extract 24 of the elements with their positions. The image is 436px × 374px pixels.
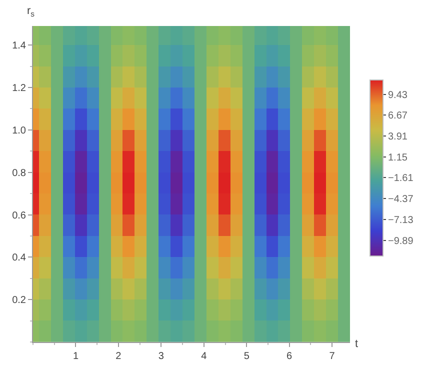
y-tick-label: 0.6 — [12, 210, 26, 222]
y-tick-label: 1.2 — [12, 83, 26, 94]
x-tick-label: 5 — [244, 351, 250, 362]
x-axis-title: t — [355, 338, 358, 350]
x-tick-label: 3 — [158, 351, 164, 362]
x-tick-label: 6 — [286, 351, 293, 362]
x-tick-label: 2 — [116, 351, 122, 362]
color-bar-label: −9.89 — [388, 236, 414, 247]
x-tick-label: 7 — [329, 351, 336, 362]
y-tick-label: 0.2 — [12, 295, 26, 306]
x-tick-label: 1 — [72, 351, 79, 362]
color-bar-label: −7.13 — [388, 214, 414, 226]
y-tick-label: 1.0 — [12, 125, 26, 136]
color-bar-label: 9.43 — [388, 90, 408, 101]
color-bar-label: 1.15 — [388, 152, 408, 164]
y-axis-title: r$_{s}$ — [27, 5, 35, 18]
y-tick-label: 0.4 — [12, 252, 26, 264]
y-tick-label: 1.4 — [12, 40, 26, 52]
color-bar-label: −4.37 — [388, 194, 414, 206]
color-bar-label: 6.67 — [388, 110, 408, 122]
x-tick-label: 4 — [201, 351, 208, 362]
color-bar-label: −1.61 — [388, 173, 414, 184]
y-tick-label: 0.8 — [12, 168, 26, 179]
color-bar-label: 3.91 — [388, 132, 408, 143]
